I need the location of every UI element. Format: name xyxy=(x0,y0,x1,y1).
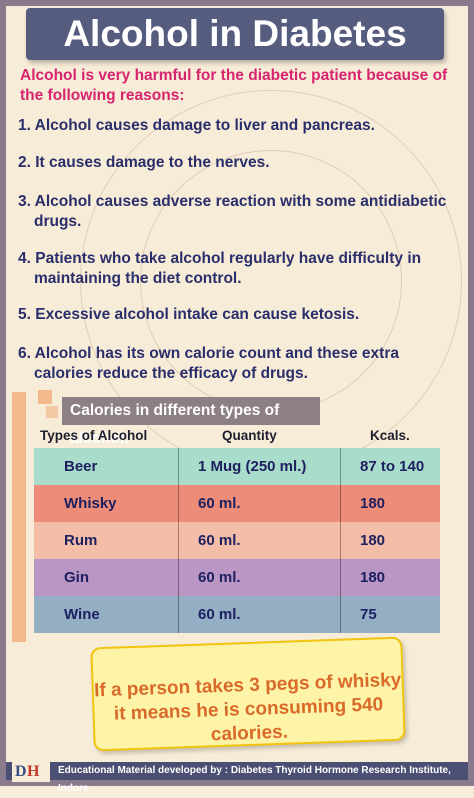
cell-kcals: 87 to 140 xyxy=(360,458,425,475)
page-title: Alcohol in Diabetes xyxy=(26,8,444,60)
cell-kcals: 180 xyxy=(360,532,386,549)
table-row: Rum 60 ml. 180 xyxy=(34,522,440,559)
cell-quantity: 1 Mug (250 ml.) xyxy=(198,458,307,475)
calories-table: Types of Alcohol Quantity Kcals. Beer 1 M… xyxy=(34,426,440,633)
cell-kcals: 180 xyxy=(360,495,386,512)
reason-item: 3. Alcohol causes adverse reaction with … xyxy=(18,193,447,230)
cell-kcals: 75 xyxy=(360,606,377,623)
institute-logo-icon: D H xyxy=(12,758,50,782)
svg-text:D: D xyxy=(15,763,27,780)
reason-item: 5. Excessive alcohol intake can cause ke… xyxy=(18,306,360,323)
column-divider xyxy=(340,448,341,485)
calorie-note: If a person takes 3 pegs of whisky it me… xyxy=(90,636,406,752)
column-header-type: Types of Alcohol xyxy=(40,428,148,443)
footer: Educational Material developed by : Diab… xyxy=(6,762,468,794)
reason-item: 6. Alcohol has its own calorie count and… xyxy=(18,345,399,382)
cell-quantity: 60 ml. xyxy=(198,606,241,623)
decorative-square xyxy=(38,390,52,404)
cell-quantity: 60 ml. xyxy=(198,495,241,512)
reason-item: 2. It causes damage to the nerves. xyxy=(18,154,270,171)
cell-type: Rum xyxy=(64,532,98,549)
column-divider xyxy=(340,596,341,633)
column-divider xyxy=(340,485,341,522)
column-divider xyxy=(178,596,179,633)
cell-kcals: 180 xyxy=(360,569,386,586)
cell-type: Gin xyxy=(64,569,89,586)
cell-quantity: 60 ml. xyxy=(198,569,241,586)
column-divider xyxy=(178,522,179,559)
column-divider xyxy=(340,522,341,559)
decorative-bar xyxy=(12,392,26,642)
column-divider xyxy=(178,448,179,485)
decorative-square xyxy=(46,406,58,418)
column-header-kcals: Kcals. xyxy=(370,428,410,443)
cell-type: Wine xyxy=(64,606,100,623)
cell-quantity: 60 ml. xyxy=(198,532,241,549)
column-header-quantity: Quantity xyxy=(222,428,277,443)
calories-header: Calories in different types of alcohol: xyxy=(62,397,320,447)
svg-text:H: H xyxy=(27,763,40,780)
table-header-row: Types of Alcohol Quantity Kcals. xyxy=(34,426,440,448)
column-divider xyxy=(178,559,179,596)
table-body: Beer 1 Mug (250 ml.) 87 to 140 Whisky 60 ml.… xyxy=(34,448,440,633)
reason-item: 1. Alcohol causes damage to liver and pa… xyxy=(18,117,375,134)
table-row: Whisky 60 ml. 180 xyxy=(34,485,440,522)
note-text: If a person takes 3 pegs of whisky it me… xyxy=(93,669,403,752)
intro-text: Alcohol is very harmful for the diabetic… xyxy=(20,67,448,104)
cell-type: Whisky xyxy=(64,495,117,512)
footer-text: Educational Material developed by : Diab… xyxy=(58,765,451,794)
table-row: Gin 60 ml. 180 xyxy=(34,559,440,596)
cell-type: Beer xyxy=(64,458,98,475)
column-divider xyxy=(340,559,341,596)
reason-item: 4. Patients who take alcohol regularly h… xyxy=(18,250,422,287)
column-divider xyxy=(178,485,179,522)
table-row: Wine 60 ml. 75 xyxy=(34,596,440,633)
table-row: Beer 1 Mug (250 ml.) 87 to 140 xyxy=(34,448,440,485)
